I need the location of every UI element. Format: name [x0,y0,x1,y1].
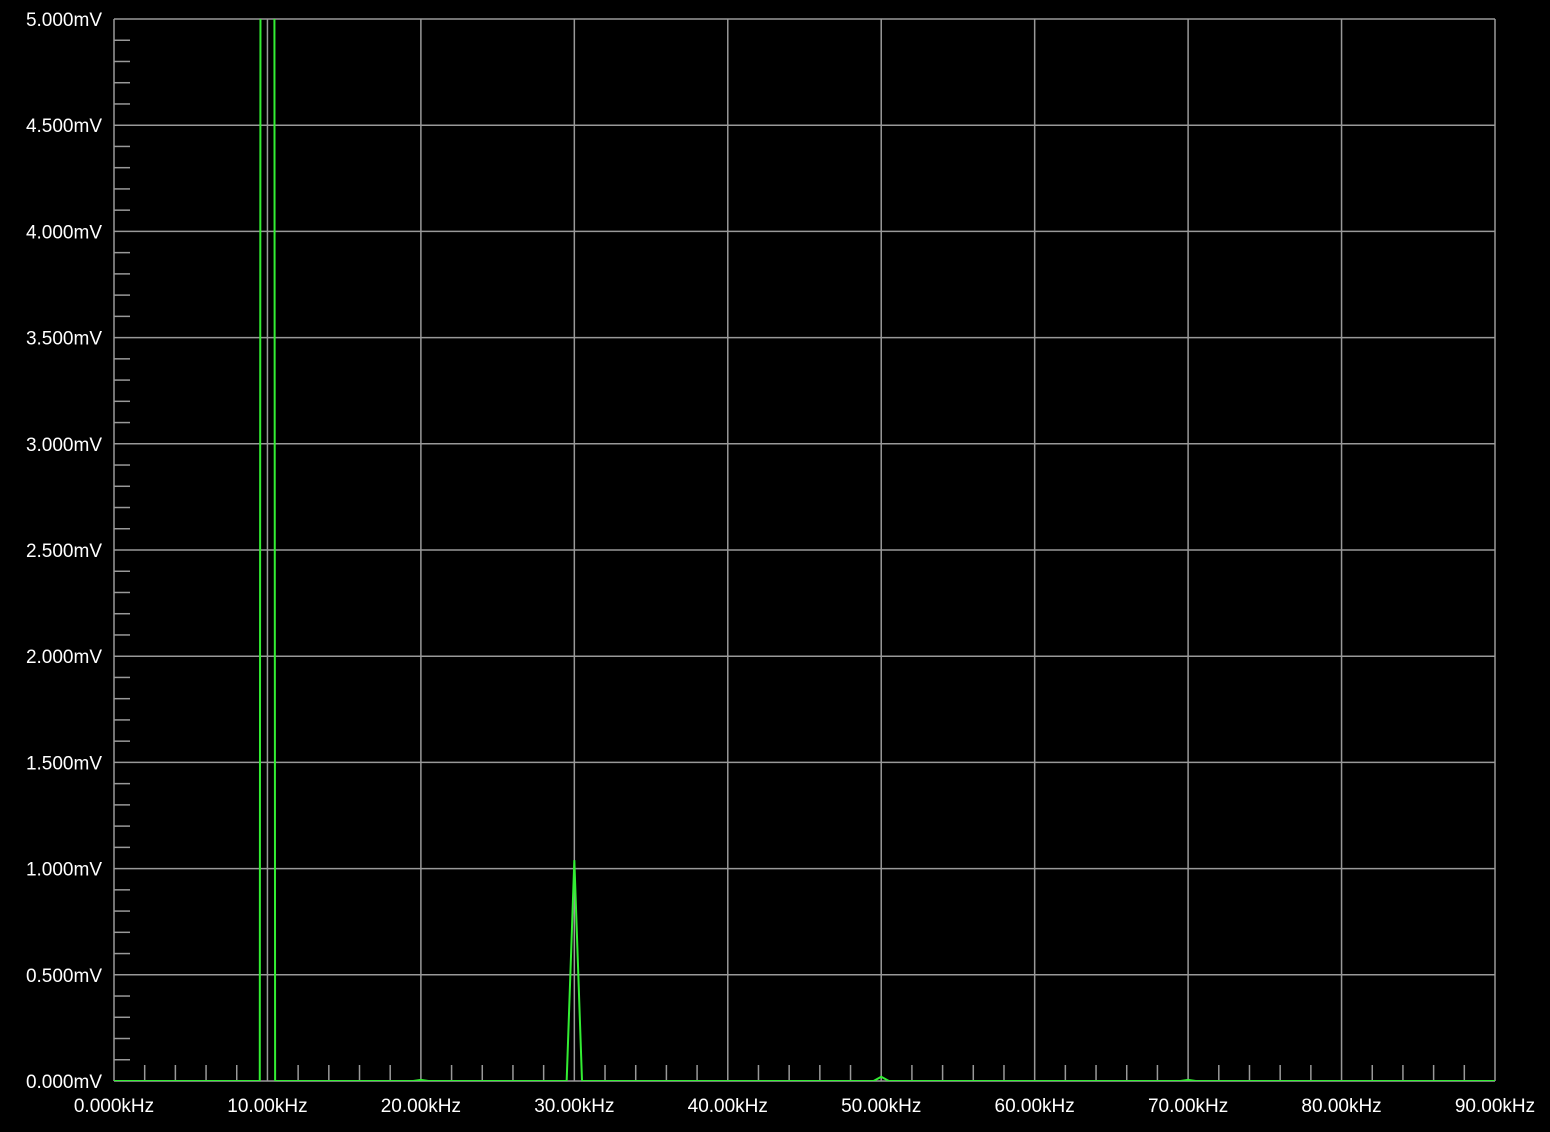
tick-labels: 0.000kHz 10.00kHz 20.00kHz 30.00kHz 40.00kHz… [26,10,1535,1117]
y-tick-label: 1.500mV [26,753,102,774]
x-tick-label: 20.00kHz [381,1096,461,1117]
y-tick-label: 1.000mV [26,860,102,881]
y-tick-label: 4.500mV [26,116,102,137]
x-tick-label: 90.00kHz [1455,1096,1535,1117]
y-tick-label: 3.500mV [26,329,102,350]
x-tick-label: 10.00kHz [227,1096,307,1117]
x-tick-label: 30.00kHz [534,1096,614,1117]
y-tick-label: 3.000mV [26,435,102,456]
grid [113,18,1496,1082]
spectrum-trace [114,19,1495,1081]
x-tick-label: 70.00kHz [1148,1096,1228,1117]
y-tick-label: 0.500mV [26,966,102,987]
y-tick-label: 5.000mV [26,10,102,31]
y-tick-label: 2.000mV [26,647,102,668]
x-tick-label: 40.00kHz [688,1096,768,1117]
trace-layer [114,19,1495,1081]
y-tick-label: 2.500mV [26,541,102,562]
x-tick-label: 60.00kHz [995,1096,1075,1117]
y-tick-label: 0.000mV [26,1072,102,1093]
x-tick-label: 0.000kHz [74,1096,154,1117]
x-tick-label: 50.00kHz [841,1096,921,1117]
y-tick-label: 4.000mV [26,222,102,243]
x-tick-label: 80.00kHz [1301,1096,1381,1117]
minor-ticks [114,39,1466,1081]
